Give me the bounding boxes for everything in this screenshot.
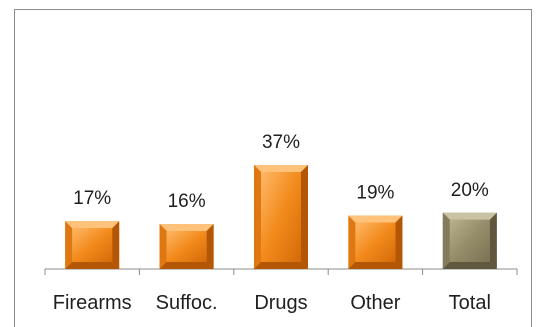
x-tick-label: Total (449, 292, 491, 314)
bar-face (72, 228, 113, 262)
bar-face (261, 172, 301, 262)
bar-bevel-left (159, 224, 167, 269)
bar-bevel-top (254, 165, 308, 172)
bar-bevel-top (159, 224, 214, 232)
bar-face (355, 222, 396, 262)
bar-bevel-top (442, 212, 497, 220)
x-tick-label: Suffoc. (156, 292, 218, 314)
bar-bevel-bottom (159, 262, 214, 269)
bar-bevel-left (65, 221, 73, 269)
bar-bevel-top (65, 221, 120, 229)
bar-bevel-bottom (442, 262, 497, 269)
x-tick-label: Firearms (53, 292, 132, 314)
data-label: 37% (262, 132, 300, 153)
x-tick-label: Other (350, 292, 400, 314)
bar-bevel-right (395, 215, 403, 269)
data-label: 17% (73, 188, 111, 209)
data-label: 19% (356, 183, 394, 204)
x-tick-label: Drugs (254, 292, 307, 314)
bar-face (166, 231, 207, 262)
data-label: 20% (451, 180, 489, 201)
bar-suffoc (159, 224, 214, 269)
bar-drugs (254, 165, 308, 269)
bar-bevel-left (254, 165, 261, 269)
bar-bevel-bottom (65, 262, 120, 269)
bar-bevel-top (348, 215, 403, 223)
bar-bevel-right (489, 212, 497, 269)
bar-total (442, 212, 497, 269)
bar-firearms (65, 221, 120, 269)
bar-bevel-left (348, 215, 356, 269)
data-label: 16% (168, 191, 206, 212)
bar-bevel-right (112, 221, 120, 269)
bar-other (348, 215, 403, 269)
bar-face (449, 219, 490, 262)
bar-bevel-bottom (348, 262, 403, 269)
bar-bevel-right (301, 165, 308, 269)
bar-bevel-right (206, 224, 214, 269)
bar-bevel-bottom (254, 262, 308, 269)
bar-bevel-left (442, 212, 450, 269)
